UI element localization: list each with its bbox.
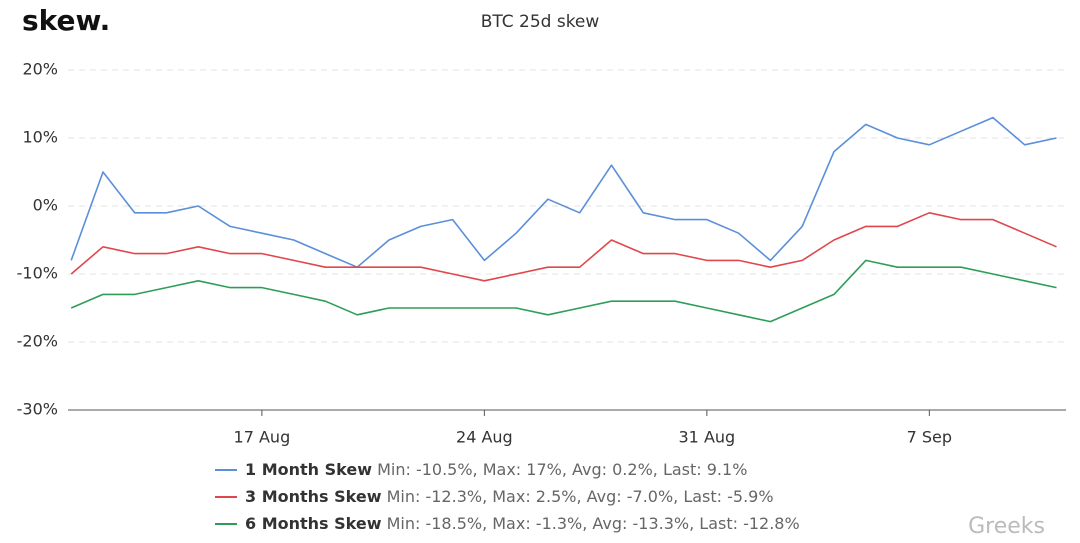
y-tick-label: -10% (17, 264, 58, 283)
legend-stats: Min: -10.5%, Max: 17%, Avg: 0.2%, Last: … (377, 460, 747, 479)
legend-name: 6 Months Skew (245, 514, 382, 533)
y-tick-label: 0% (33, 196, 58, 215)
y-tick-label: -20% (17, 332, 58, 351)
logo: skew. (22, 4, 110, 37)
x-tick-label: 17 Aug (234, 428, 291, 447)
legend-entry: 1 Month Skew Min: -10.5%, Max: 17%, Avg:… (245, 460, 747, 479)
x-tick-label: 31 Aug (679, 428, 736, 447)
legend-entry: 6 Months Skew Min: -18.5%, Max: -1.3%, A… (245, 514, 800, 533)
legend-stats: Min: -12.3%, Max: 2.5%, Avg: -7.0%, Last… (387, 487, 774, 506)
watermark: Greeks (968, 514, 1045, 539)
series-line (70, 212, 1057, 282)
x-tick-label: 24 Aug (456, 428, 513, 447)
y-tick-label: 20% (22, 60, 58, 79)
x-tick-label: 7 Sep (907, 428, 952, 447)
series-line (70, 259, 1057, 323)
legend-entry: 3 Months Skew Min: -12.3%, Max: 2.5%, Av… (245, 487, 774, 506)
chart-title: BTC 25d skew (481, 12, 600, 32)
legend-name: 3 Months Skew (245, 487, 382, 506)
y-tick-label: 10% (22, 128, 58, 147)
y-tick-label: -30% (17, 400, 58, 419)
legend-name: 1 Month Skew (245, 460, 372, 479)
legend-stats: Min: -18.5%, Max: -1.3%, Avg: -13.3%, La… (387, 514, 800, 533)
series-line (70, 116, 1057, 269)
